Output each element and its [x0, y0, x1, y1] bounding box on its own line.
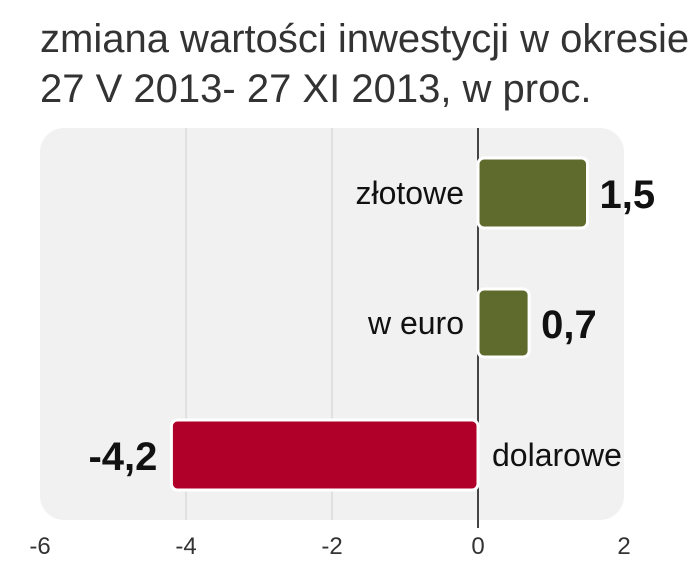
x-tick-label: -6	[29, 533, 50, 560]
bar	[476, 287, 531, 359]
x-tick-label: -4	[175, 533, 196, 560]
x-tick-label: 0	[471, 533, 484, 560]
bar	[169, 418, 480, 492]
chart-title-line-2: 27 V 2013- 27 XI 2013, w proc.	[40, 67, 592, 111]
value-label: 1,5	[600, 173, 656, 217]
x-tick-label: 2	[617, 533, 630, 560]
category-label: złotowe	[356, 175, 465, 211]
value-label: 0,7	[541, 303, 597, 347]
value-label: -4,2	[88, 435, 157, 479]
x-tick-label: -2	[321, 533, 342, 560]
category-label: dolarowe	[492, 437, 622, 473]
category-label: w euro	[367, 305, 464, 341]
bar	[476, 156, 589, 230]
chart-title: zmiana wartości inwestycji w okresie 27 …	[40, 14, 690, 114]
chart-title-line-1: zmiana wartości inwestycji w okresie	[40, 17, 690, 61]
